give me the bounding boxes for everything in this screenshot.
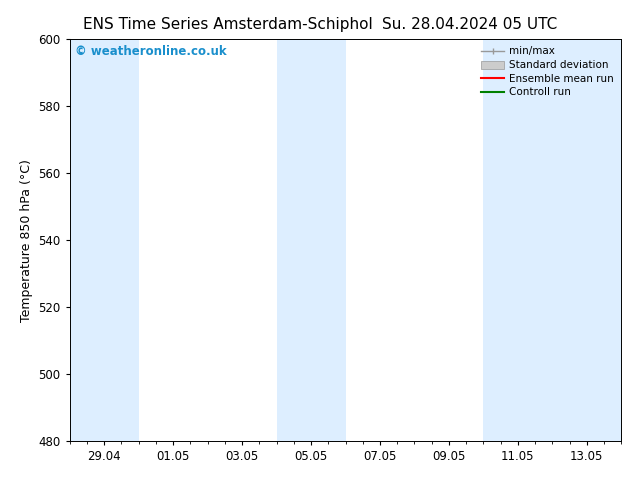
Text: © weatheronline.co.uk: © weatheronline.co.uk xyxy=(75,45,227,58)
Text: ENS Time Series Amsterdam-Schiphol: ENS Time Series Amsterdam-Schiphol xyxy=(83,17,373,32)
Y-axis label: Temperature 850 hPa (°C): Temperature 850 hPa (°C) xyxy=(20,159,33,321)
Legend: min/max, Standard deviation, Ensemble mean run, Controll run: min/max, Standard deviation, Ensemble me… xyxy=(477,42,618,101)
Bar xyxy=(276,39,346,441)
Bar xyxy=(483,39,621,441)
Bar xyxy=(70,39,139,441)
Text: Su. 28.04.2024 05 UTC: Su. 28.04.2024 05 UTC xyxy=(382,17,557,32)
